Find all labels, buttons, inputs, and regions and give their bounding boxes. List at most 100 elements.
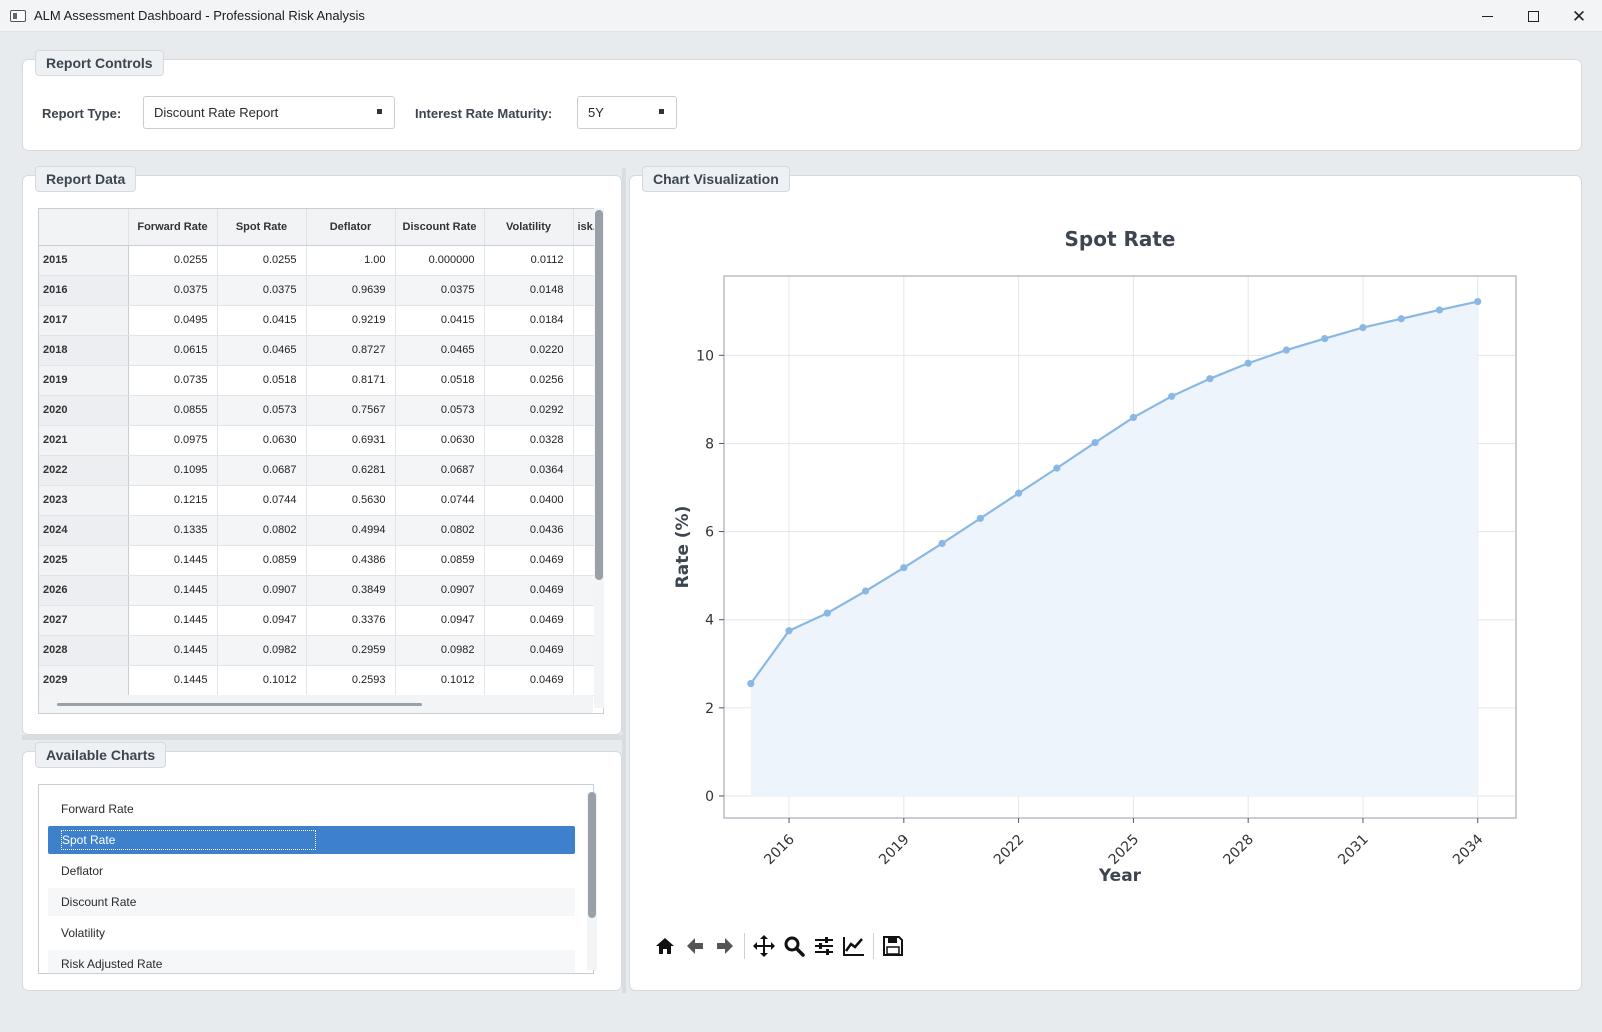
chart-list-item-risk-adjusted-rate[interactable]: Risk Adjusted Rate bbox=[48, 950, 575, 973]
row-header[interactable]: 2026 bbox=[39, 575, 129, 606]
row-header[interactable]: 2020 bbox=[39, 395, 129, 426]
home-button[interactable] bbox=[650, 931, 680, 961]
back-button[interactable] bbox=[680, 931, 710, 961]
horizontal-splitter[interactable] bbox=[22, 735, 622, 740]
table-cell[interactable]: 0.0735 bbox=[128, 365, 218, 396]
row-header[interactable]: 2021 bbox=[39, 425, 129, 456]
horizontal-scroll-thumb[interactable] bbox=[57, 703, 422, 706]
table-cell[interactable]: 0.0573 bbox=[395, 395, 485, 426]
list-vertical-scrollbar[interactable] bbox=[587, 792, 597, 970]
table-cell[interactable]: 0.0292 bbox=[484, 395, 574, 426]
table-cell[interactable]: 0.0573 bbox=[217, 395, 307, 426]
table-row[interactable]: 2029 0.1445 0.1012 0.2593 0.1012 0.0469 bbox=[39, 665, 603, 696]
save-button[interactable] bbox=[878, 931, 908, 961]
table-row[interactable]: 2022 0.1095 0.0687 0.6281 0.0687 0.0364 bbox=[39, 455, 603, 486]
table-cell[interactable]: 0.1445 bbox=[128, 575, 218, 606]
table-cell[interactable]: 0.0112 bbox=[484, 245, 574, 276]
table-cell[interactable]: 0.000000 bbox=[395, 245, 485, 276]
table-cell[interactable]: 0.0465 bbox=[217, 335, 307, 366]
report-type-combo[interactable]: Discount Rate Report bbox=[143, 96, 395, 129]
table-cell[interactable]: 0.0220 bbox=[484, 335, 574, 366]
spot-rate-chart[interactable]: 0 2 4 6 8 10 2016 2019 2022 2025 2028 2031 2034 Spot … bbox=[630, 176, 1581, 916]
table-cell[interactable]: 0.0975 bbox=[128, 425, 218, 456]
table-cell[interactable]: 0.0495 bbox=[128, 305, 218, 336]
vertical-splitter[interactable] bbox=[622, 168, 626, 993]
table-cell[interactable]: 0.0400 bbox=[484, 485, 574, 516]
table-row[interactable]: 2027 0.1445 0.0947 0.3376 0.0947 0.0469 bbox=[39, 605, 603, 636]
table-cell[interactable]: 0.0255 bbox=[128, 245, 218, 276]
edit-axis-button[interactable] bbox=[839, 931, 869, 961]
table-cell[interactable]: 0.0855 bbox=[128, 395, 218, 426]
table-cell[interactable]: 0.4386 bbox=[306, 545, 396, 576]
table-cell[interactable]: 0.1095 bbox=[128, 455, 218, 486]
table-cell[interactable]: 0.0375 bbox=[395, 275, 485, 306]
chart-list-item-spot-rate[interactable]: Spot Rate bbox=[48, 826, 575, 854]
table-cell[interactable]: 0.0469 bbox=[484, 635, 574, 666]
table-cell[interactable]: 0.0518 bbox=[217, 365, 307, 396]
row-header[interactable]: 2027 bbox=[39, 605, 129, 636]
table-cell[interactable]: 1.00 bbox=[306, 245, 396, 276]
table-cell[interactable]: 0.0518 bbox=[395, 365, 485, 396]
table-cell[interactable]: 0.8727 bbox=[306, 335, 396, 366]
chart-list-item-deflator[interactable]: Deflator bbox=[48, 857, 575, 885]
row-header[interactable]: 2015 bbox=[39, 245, 129, 276]
table-cell[interactable]: 0.0687 bbox=[217, 455, 307, 486]
table-row[interactable]: 2019 0.0735 0.0518 0.8171 0.0518 0.0256 bbox=[39, 365, 603, 396]
table-cell[interactable]: 0.0469 bbox=[484, 605, 574, 636]
table-cell[interactable]: 0.2959 bbox=[306, 635, 396, 666]
list-scroll-thumb[interactable] bbox=[588, 792, 596, 918]
available-charts-list[interactable]: Forward Rate Spot Rate Deflator Discount… bbox=[38, 784, 594, 974]
table-cell[interactable]: 0.0415 bbox=[395, 305, 485, 336]
table-cell[interactable]: 0.6931 bbox=[306, 425, 396, 456]
row-header[interactable]: 2024 bbox=[39, 515, 129, 546]
table-row[interactable]: 2026 0.1445 0.0907 0.3849 0.0907 0.0469 bbox=[39, 575, 603, 606]
table-cell[interactable]: 0.0907 bbox=[217, 575, 307, 606]
table-cell[interactable]: 0.0982 bbox=[395, 635, 485, 666]
table-cell[interactable]: 0.7567 bbox=[306, 395, 396, 426]
table-cell[interactable]: 0.0415 bbox=[217, 305, 307, 336]
table-cell[interactable]: 0.0744 bbox=[217, 485, 307, 516]
minimize-button[interactable] bbox=[1464, 0, 1510, 32]
table-cell[interactable]: 0.0375 bbox=[128, 275, 218, 306]
table-cell[interactable]: 0.9219 bbox=[306, 305, 396, 336]
table-cell[interactable]: 0.0615 bbox=[128, 335, 218, 366]
table-cell[interactable]: 0.0364 bbox=[484, 455, 574, 486]
table-cell[interactable]: 0.0802 bbox=[395, 515, 485, 546]
table-cell[interactable]: 0.0947 bbox=[217, 605, 307, 636]
table-cell[interactable]: 0.1445 bbox=[128, 635, 218, 666]
table-row[interactable]: 2016 0.0375 0.0375 0.9639 0.0375 0.0148 bbox=[39, 275, 603, 306]
table-cell[interactable]: 0.6281 bbox=[306, 455, 396, 486]
table-cell[interactable]: 0.0255 bbox=[217, 245, 307, 276]
table-cell[interactable]: 0.1445 bbox=[128, 545, 218, 576]
table-row[interactable]: 2017 0.0495 0.0415 0.9219 0.0415 0.0184 bbox=[39, 305, 603, 336]
pan-button[interactable] bbox=[749, 931, 779, 961]
chart-list-item-discount-rate[interactable]: Discount Rate bbox=[48, 888, 575, 916]
table-cell[interactable]: 0.0982 bbox=[217, 635, 307, 666]
row-header[interactable]: 2017 bbox=[39, 305, 129, 336]
maturity-combo[interactable]: 5Y bbox=[577, 96, 677, 129]
table-cell[interactable]: 0.0469 bbox=[484, 665, 574, 696]
column-header[interactable]: Volatility bbox=[484, 209, 574, 246]
table-cell[interactable]: 0.1445 bbox=[128, 665, 218, 696]
table-row[interactable]: 2024 0.1335 0.0802 0.4994 0.0802 0.0436 bbox=[39, 515, 603, 546]
table-cell[interactable]: 0.0859 bbox=[217, 545, 307, 576]
table-cell[interactable]: 0.1215 bbox=[128, 485, 218, 516]
row-header[interactable]: 2025 bbox=[39, 545, 129, 576]
table-cell[interactable]: 0.1445 bbox=[128, 605, 218, 636]
table-cell[interactable]: 0.0469 bbox=[484, 545, 574, 576]
table-row[interactable]: 2021 0.0975 0.0630 0.6931 0.0630 0.0328 bbox=[39, 425, 603, 456]
table-corner-header[interactable] bbox=[39, 209, 129, 246]
table-cell[interactable]: 0.5630 bbox=[306, 485, 396, 516]
configure-subplots-button[interactable] bbox=[809, 931, 839, 961]
row-header[interactable]: 2016 bbox=[39, 275, 129, 306]
table-cell[interactable]: 0.2593 bbox=[306, 665, 396, 696]
row-header[interactable]: 2019 bbox=[39, 365, 129, 396]
table-cell[interactable]: 0.3376 bbox=[306, 605, 396, 636]
table-cell[interactable]: 0.0328 bbox=[484, 425, 574, 456]
table-cell[interactable]: 0.1012 bbox=[217, 665, 307, 696]
table-cell[interactable]: 0.0947 bbox=[395, 605, 485, 636]
table-cell[interactable]: 0.0469 bbox=[484, 575, 574, 606]
forward-button[interactable] bbox=[710, 931, 740, 961]
report-data-table[interactable]: Forward Rate Spot Rate Deflator Discount Ra… bbox=[38, 208, 604, 714]
table-cell[interactable]: 0.8171 bbox=[306, 365, 396, 396]
